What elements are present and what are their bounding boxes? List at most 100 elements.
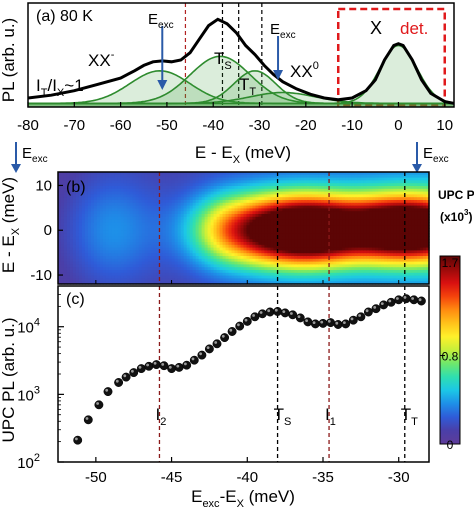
- heatmap-cell: [390, 272, 394, 277]
- heatmap-cell: [342, 264, 346, 268]
- heatmap-cell: [411, 272, 415, 277]
- heatmap-cell: [279, 188, 283, 193]
- heatmap-cell: [369, 275, 373, 279]
- heatmap-cell: [354, 183, 358, 187]
- heatmap-cell: [204, 258, 209, 263]
- heatmap-cell: [222, 253, 227, 257]
- heatmap-cell: [261, 278, 266, 282]
- heatmap-cell: [153, 275, 158, 279]
- heatmap-cell: [357, 208, 361, 212]
- heatmap-cell: [405, 191, 409, 195]
- heatmap-cell: [273, 278, 278, 282]
- heatmap-cell: [345, 278, 349, 282]
- heatmap-cell: [297, 177, 301, 181]
- heatmap-cell: [201, 228, 206, 232]
- heatmap-cell: [255, 242, 260, 246]
- heatmap-cell: [162, 172, 167, 176]
- heatmap-cell: [141, 214, 146, 218]
- heatmap-cell: [417, 211, 421, 215]
- heatmap-cell: [162, 222, 167, 226]
- heatmap-cell: [177, 261, 182, 265]
- heatmap-cell: [162, 202, 167, 207]
- heatmap-cell: [58, 239, 62, 243]
- heatmap-cell: [396, 228, 400, 232]
- heatmap-cell: [384, 216, 388, 221]
- heatmap-cell: [159, 264, 164, 268]
- heatmap-cell: [84, 267, 89, 271]
- heatmap-cell: [318, 219, 322, 223]
- heatmap-cell: [276, 188, 280, 193]
- heatmap-cell: [108, 219, 113, 223]
- heatmap-cell: [324, 244, 328, 249]
- heatmap-cell: [132, 250, 137, 254]
- heatmap-cell: [306, 250, 310, 254]
- heatmap-cell: [186, 186, 191, 190]
- heatmap-cell: [411, 264, 415, 268]
- heatmap-cell: [315, 191, 319, 195]
- heatmap-cell: [345, 230, 349, 235]
- heatmap-cell: [411, 267, 415, 271]
- heatmap-cell: [105, 191, 110, 195]
- heatmap-cell: [126, 191, 131, 195]
- heatmap-cell: [426, 172, 430, 176]
- heatmap-cell: [240, 180, 245, 184]
- heatmap-cell: [333, 186, 337, 190]
- heatmap-cell: [318, 275, 322, 279]
- heatmap-cell: [90, 261, 95, 265]
- heatmap-cell: [81, 202, 86, 207]
- heatmap-cell: [123, 177, 128, 181]
- heatmap-cell: [90, 278, 95, 282]
- heatmap-cell: [405, 225, 409, 229]
- heatmap-cell: [258, 200, 263, 204]
- heatmap-cell: [417, 208, 421, 212]
- heatmap-cell: [270, 281, 275, 285]
- heatmap-cell: [339, 191, 343, 195]
- heatmap-cell: [423, 228, 427, 232]
- heatmap-cell: [240, 225, 245, 229]
- heatmap-cell: [240, 258, 245, 263]
- heatmap-cell: [72, 219, 77, 223]
- heatmap-cell: [297, 253, 301, 257]
- heatmap-cell: [219, 174, 224, 179]
- heatmap-cell: [255, 256, 260, 260]
- heatmap-cell: [201, 250, 206, 254]
- heatmap-cell: [381, 180, 385, 184]
- heatmap-cell: [342, 194, 346, 198]
- heatmap-cell: [345, 261, 349, 265]
- heatmap-cell: [201, 258, 206, 263]
- heatmap-cell: [348, 258, 352, 263]
- heatmap-cell: [351, 239, 355, 243]
- heatmap-cell: [387, 177, 391, 181]
- heatmap-cell: [132, 267, 137, 271]
- heatmap-cell: [396, 183, 400, 187]
- heatmap-cell: [58, 236, 62, 240]
- heatmap-cell: [177, 202, 182, 207]
- heatmap-cell: [423, 225, 427, 229]
- heatmap-cell: [399, 191, 403, 195]
- heatmap-cell: [366, 172, 370, 176]
- heatmap-cell: [204, 186, 209, 190]
- heatmap-cell: [108, 270, 113, 274]
- heatmap-cell: [246, 233, 251, 237]
- heatmap-cell: [369, 186, 373, 190]
- heatmap-cell: [216, 275, 221, 279]
- heatmap-cell: [354, 177, 358, 181]
- heatmap-cell: [270, 177, 275, 181]
- heatmap-cell: [195, 200, 200, 204]
- heatmap-cell: [159, 261, 164, 265]
- heatmap-cell: [87, 230, 92, 235]
- heatmap-cell: [291, 186, 295, 190]
- heatmap-cell: [102, 267, 107, 271]
- heatmap-cell: [207, 197, 212, 201]
- heatmap-cell: [282, 261, 286, 265]
- heatmap-cell: [261, 239, 266, 243]
- heatmap-cell: [321, 253, 325, 257]
- heatmap-cell: [228, 194, 233, 198]
- heatmap-cell: [270, 233, 275, 237]
- heatmap-cell: [213, 275, 218, 279]
- heatmap-cell: [306, 200, 310, 204]
- heatmap-cell: [87, 258, 92, 263]
- heatmap-cell: [204, 202, 209, 207]
- heatmap-cell: [222, 256, 227, 260]
- heatmap-cell: [297, 278, 301, 282]
